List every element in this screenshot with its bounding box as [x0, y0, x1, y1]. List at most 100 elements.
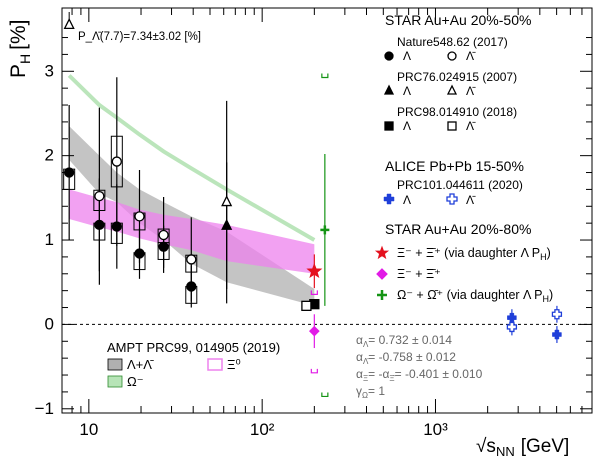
- legend-ampt-label-1: Ξ⁰: [227, 357, 241, 372]
- constant-alpha-lambdabar: αΛ̄= -0.758 ± 0.012: [356, 350, 456, 366]
- point-6-1: [552, 329, 562, 340]
- legend-star80-item-sub-2: H: [543, 294, 550, 304]
- legend-star80-marker-2: [377, 290, 387, 300]
- legend-star-marker-a-2: [384, 121, 394, 131]
- point-1-3: [158, 229, 169, 241]
- constant-gamma-omega-part-9: γ: [356, 384, 362, 398]
- legend-star-ref-1: PRC76.024915 (2007): [397, 70, 517, 84]
- legend-star80-item-text-2: Ω⁻ + Ω̄⁺ (via daughter Λ P: [397, 288, 543, 302]
- y-tick-label: 0: [45, 314, 54, 333]
- plot-border: [61, 7, 593, 414]
- legend-star80-item-text-1: Ξ⁻ + Ξ̄⁺: [397, 267, 441, 281]
- sys-bracket-omega-top: [321, 73, 329, 79]
- legend-alice-ref: PRC101.044611 (2020): [397, 178, 523, 192]
- legend-ampt-swatch-2: [107, 375, 123, 388]
- point-1-4: [186, 254, 197, 265]
- legend-star-ref-2: PRC98.014910 (2018): [397, 105, 517, 119]
- legend-star80-item-0: Ξ⁻ + Ξ̄⁺ (via daughter Λ PH): [397, 246, 551, 262]
- legend-star-ref-0: Nature548.62 (2017): [397, 35, 508, 49]
- legend-star-marker-a-1: [383, 84, 395, 95]
- constant-alpha-xi: αΞ= -αΞ̄= -0.401 ± 0.010: [356, 367, 483, 383]
- x-tick-label: 10: [79, 420, 98, 439]
- legend-star80-item-1: Ξ⁻ + Ξ̄⁺: [397, 267, 441, 281]
- legend-ampt-swatch-0: [107, 358, 123, 371]
- legend-star80-item-end-0: ): [547, 246, 551, 260]
- point-8-0: [306, 262, 323, 279]
- point-10-0: [320, 225, 330, 235]
- legend-star80-item-end-2: ): [549, 288, 553, 302]
- point-5-0: [301, 300, 312, 311]
- legend-ampt-title: AMPT PRC99, 014905 (2019): [107, 340, 280, 355]
- constant-alpha-lambdabar-part-0: α: [356, 350, 363, 364]
- x-axis-title-main: √s: [476, 436, 496, 457]
- legend-ampt-label-0: Λ+Λ̄: [127, 357, 154, 372]
- point-7-0-shape: [506, 321, 518, 333]
- constant-alpha-lambda: αΛ= 0.732 ± 0.014: [356, 333, 452, 349]
- point-9-0: [308, 325, 320, 337]
- point-1-1: [111, 156, 122, 167]
- constant-alpha-lambda-part-0: α: [356, 333, 363, 347]
- y-axis-title-sub: H: [17, 54, 33, 64]
- legend-star-title: STAR Au+Au 20%-50%: [385, 12, 531, 28]
- y-tick-label: −1: [35, 399, 54, 418]
- legend-star80-item-2: Ω⁻ + Ω̄⁺ (via daughter Λ PH): [397, 288, 553, 304]
- x-axis-title-sub: NN: [496, 444, 515, 459]
- legend-star80-item-sub-0: H: [540, 252, 547, 262]
- constant-gamma-omega: γΩ= 1: [356, 384, 385, 400]
- legend-alice-label-b: Λ̄: [466, 193, 476, 207]
- data-marks: [63, 17, 563, 398]
- constant-alpha-lambda-part-1: Λ: [363, 340, 369, 349]
- y-tick-label: 3: [45, 61, 54, 80]
- legend-star-label-a-1: Λ: [403, 84, 411, 98]
- legend-star-label-b-0: Λ̄: [466, 49, 476, 63]
- point-7-1-shape: [551, 309, 563, 320]
- legend-star-marker-b-0: [447, 51, 457, 61]
- legend-ampt-label-2: Ω⁻: [127, 374, 144, 389]
- constant-alpha-xi-part-0: α: [356, 367, 363, 381]
- sys-bracket-xi-bottom: [310, 368, 318, 374]
- legend-star-label-b-2: Λ̄: [466, 119, 476, 133]
- legend-star-label-a-0: Λ: [403, 49, 411, 63]
- legend-alice-marker-b: [446, 193, 458, 205]
- legend-alice-marker-a-shape: [383, 193, 395, 205]
- band-line-2: [67, 74, 316, 242]
- constant-gamma-omega-part-10: Ω: [362, 391, 368, 400]
- x-axis-title-unit: [GeV]: [521, 436, 570, 457]
- legend-star-label-b-1: Λ̄: [466, 84, 476, 98]
- legend-star-marker-a-0: [384, 51, 394, 61]
- constant-alpha-xi-part-6: = -α: [368, 367, 389, 381]
- legend-star80-item-text-0: Ξ⁻ + Ξ̄⁺ (via daughter Λ P: [397, 246, 540, 260]
- y-axis-title-main: P: [7, 64, 30, 78]
- constant-alpha-xi-part-8: = -0.401 ± 0.010: [395, 367, 483, 381]
- y-tick-label: 2: [45, 146, 54, 165]
- top-note: P_Λ̄(7.7)=7.34±3.02 [%]: [78, 31, 201, 43]
- legend-star-marker-b-1: [446, 84, 458, 95]
- legend-alice-title: ALICE Pb+Pb 15-50%: [385, 158, 524, 174]
- legend-star80-title: STAR Au+Au 20%-80%: [385, 221, 531, 237]
- legend-alice-label-a: Λ: [403, 193, 411, 207]
- y-axis-title: PH [%]: [7, 20, 33, 78]
- legend-star-label-a-2: Λ: [403, 119, 411, 133]
- legend-star-marker-b-2: [447, 121, 457, 131]
- constant-gamma-omega-part-11: = 1: [368, 384, 385, 398]
- x-tick-label: 10²: [250, 420, 275, 439]
- constant-alpha-lambdabar-part-4: = -0.758 ± 0.012: [368, 350, 456, 364]
- legend-star80-marker-1: [376, 268, 388, 280]
- legend-group: STAR Au+Au 20%-50%Nature548.62 (2017)Λ Λ̄…: [107, 12, 553, 400]
- constant-alpha-lambda-part-2: = 0.732 ± 0.014: [368, 333, 452, 347]
- legend-star80-marker-0: [374, 245, 390, 260]
- point-0-0: [64, 167, 75, 178]
- point-1-2: [134, 211, 145, 222]
- point-7-1: [551, 309, 563, 320]
- point-6-1-shape: [552, 329, 562, 340]
- legend-ampt-swatch-1: [207, 358, 223, 371]
- y-axis-title-unit: [%]: [7, 20, 30, 50]
- y-tick-label: 1: [45, 230, 54, 249]
- constant-alpha-lambdabar-part-3: Λ̄: [363, 357, 370, 366]
- legend-alice-marker-a: [383, 193, 395, 205]
- legend-alice-marker-b-shape: [446, 193, 458, 205]
- x-axis-title: √sNN [GeV]: [476, 436, 569, 459]
- point-3-0: [221, 195, 233, 207]
